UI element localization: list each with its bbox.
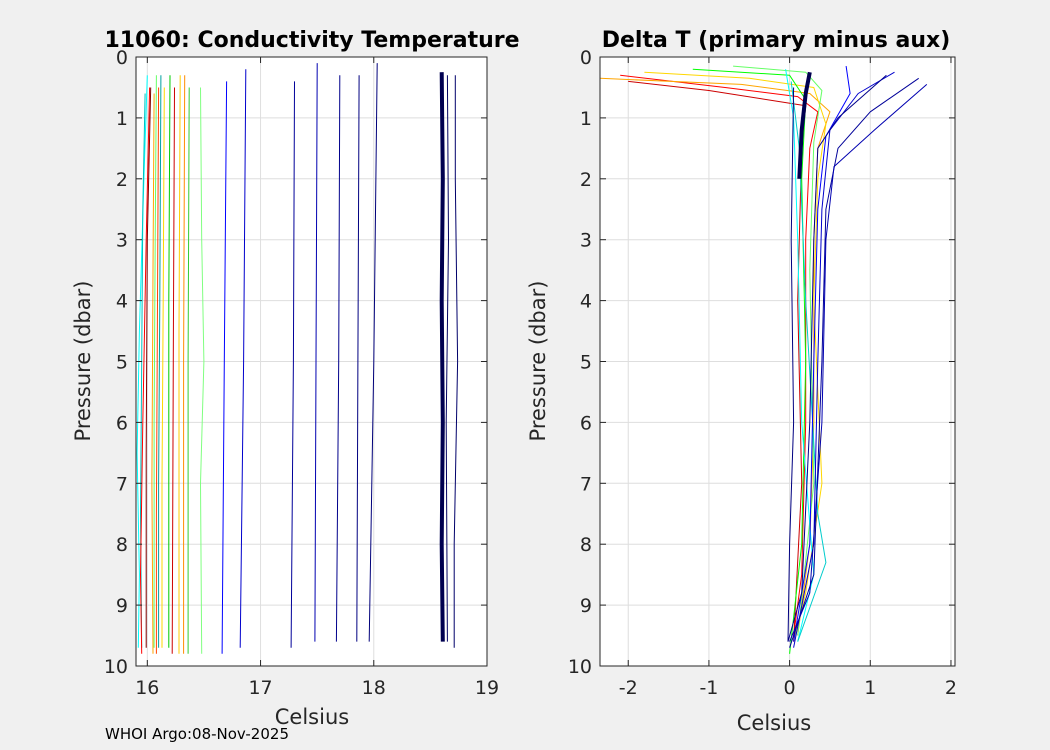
left-title: 11060: Conductivity Temperature xyxy=(104,28,519,53)
left-ytick-label: 5 xyxy=(116,352,128,374)
left-xtick-label: 17 xyxy=(248,677,272,699)
left-series-line-13 xyxy=(187,87,190,654)
left-series-line-7 xyxy=(158,75,162,648)
right-series-line-13 xyxy=(787,87,795,642)
right-ytick-label: 8 xyxy=(580,534,592,556)
left-series-line-20 xyxy=(356,75,360,642)
right-series-line-5 xyxy=(692,68,807,654)
left-series-line-6 xyxy=(155,87,160,654)
left-ytick-label: 9 xyxy=(116,595,128,617)
left-series-line-2 xyxy=(140,87,151,654)
right-ylabel: Pressure (dbar) xyxy=(526,281,550,442)
right-series-line-7 xyxy=(790,81,827,642)
right-xtick-label: -2 xyxy=(619,677,638,699)
left-series-line-5 xyxy=(153,75,157,648)
right-chart: -2 -1 0 1 2 0 1 2 3 4 5 6 7 8 9 10 Delta T (primary min… xyxy=(526,28,957,735)
right-xtick-label: 2 xyxy=(945,677,957,699)
left-series-line-9 xyxy=(168,75,171,648)
right-series-line-8 xyxy=(793,66,851,642)
left-ticks: 16 17 18 19 0 1 2 3 4 5 6 7 8 9 10 xyxy=(104,47,499,699)
right-ytick-label: 1 xyxy=(580,108,592,130)
right-ytick-label: 5 xyxy=(580,352,592,374)
left-series-line-23 xyxy=(445,75,449,642)
left-ytick-label: 7 xyxy=(116,473,128,495)
left-ytick-label: 8 xyxy=(116,534,128,556)
right-series-line-0 xyxy=(620,74,819,636)
right-series-line-12 xyxy=(787,74,887,642)
right-ticks: -2 -1 0 1 2 0 1 2 3 4 5 6 7 8 9 10 xyxy=(568,47,957,699)
left-xlabel: Celsius xyxy=(275,705,349,729)
right-ytick-label: 4 xyxy=(580,291,592,313)
left-series-line-15 xyxy=(221,81,228,654)
left-series xyxy=(136,63,459,654)
right-xtick-label: 0 xyxy=(784,677,796,699)
right-ytick-label: 0 xyxy=(580,47,592,69)
left-series-line-17 xyxy=(290,81,295,648)
right-ytick-label: 9 xyxy=(580,595,592,617)
left-series-line-11 xyxy=(178,75,181,654)
left-series-line-8 xyxy=(161,87,165,648)
right-series-line-11 xyxy=(789,84,928,642)
right-series-line-14 xyxy=(797,71,812,179)
right-xtick-label: 1 xyxy=(864,677,876,699)
left-chart: 16 17 18 19 0 1 2 3 4 5 6 7 8 9 10 11060: Conductivity… xyxy=(71,28,520,729)
left-ytick-label: 1 xyxy=(116,108,128,130)
left-ytick-label: 10 xyxy=(104,656,128,678)
left-ytick-label: 3 xyxy=(116,230,128,252)
right-xtick-label: -1 xyxy=(699,677,718,699)
left-series-line-18 xyxy=(314,63,318,642)
left-series-line-12 xyxy=(183,75,186,654)
left-series-line-4 xyxy=(151,93,155,654)
left-ytick-label: 6 xyxy=(116,412,128,434)
right-series-line-4 xyxy=(733,65,823,636)
right-ytick-label: 2 xyxy=(580,169,592,191)
right-title: Delta T (primary minus aux) xyxy=(602,28,951,53)
right-series-line-6 xyxy=(785,69,815,642)
right-ytick-label: 6 xyxy=(580,412,592,434)
left-series-line-10 xyxy=(171,87,175,654)
left-series-line-16 xyxy=(239,69,247,648)
left-series-line-0 xyxy=(136,75,148,648)
left-series-line-22 xyxy=(439,72,445,642)
left-xtick-label: 16 xyxy=(135,677,159,699)
left-series-line-24 xyxy=(453,75,459,648)
right-ytick-label: 3 xyxy=(580,230,592,252)
right-series-line-9 xyxy=(793,71,895,648)
left-ytick-label: 2 xyxy=(116,169,128,191)
left-ytick-label: 4 xyxy=(116,291,128,313)
right-ytick-label: 7 xyxy=(580,473,592,495)
right-ytick-label: 10 xyxy=(568,656,592,678)
left-series-line-19 xyxy=(335,75,341,642)
left-ytick-label: 0 xyxy=(116,47,128,69)
footer-credit: WHOI Argo:08-Nov-2025 xyxy=(105,725,289,743)
right-series xyxy=(600,65,928,654)
left-ylabel: Pressure (dbar) xyxy=(71,281,95,442)
left-xtick-label: 18 xyxy=(362,677,386,699)
right-xlabel: Celsius xyxy=(737,711,811,735)
left-series-line-21 xyxy=(368,63,378,642)
left-series-line-3 xyxy=(145,87,152,648)
left-series-line-14 xyxy=(200,87,205,654)
right-series-line-10 xyxy=(789,77,919,648)
left-xtick-label: 19 xyxy=(475,677,499,699)
